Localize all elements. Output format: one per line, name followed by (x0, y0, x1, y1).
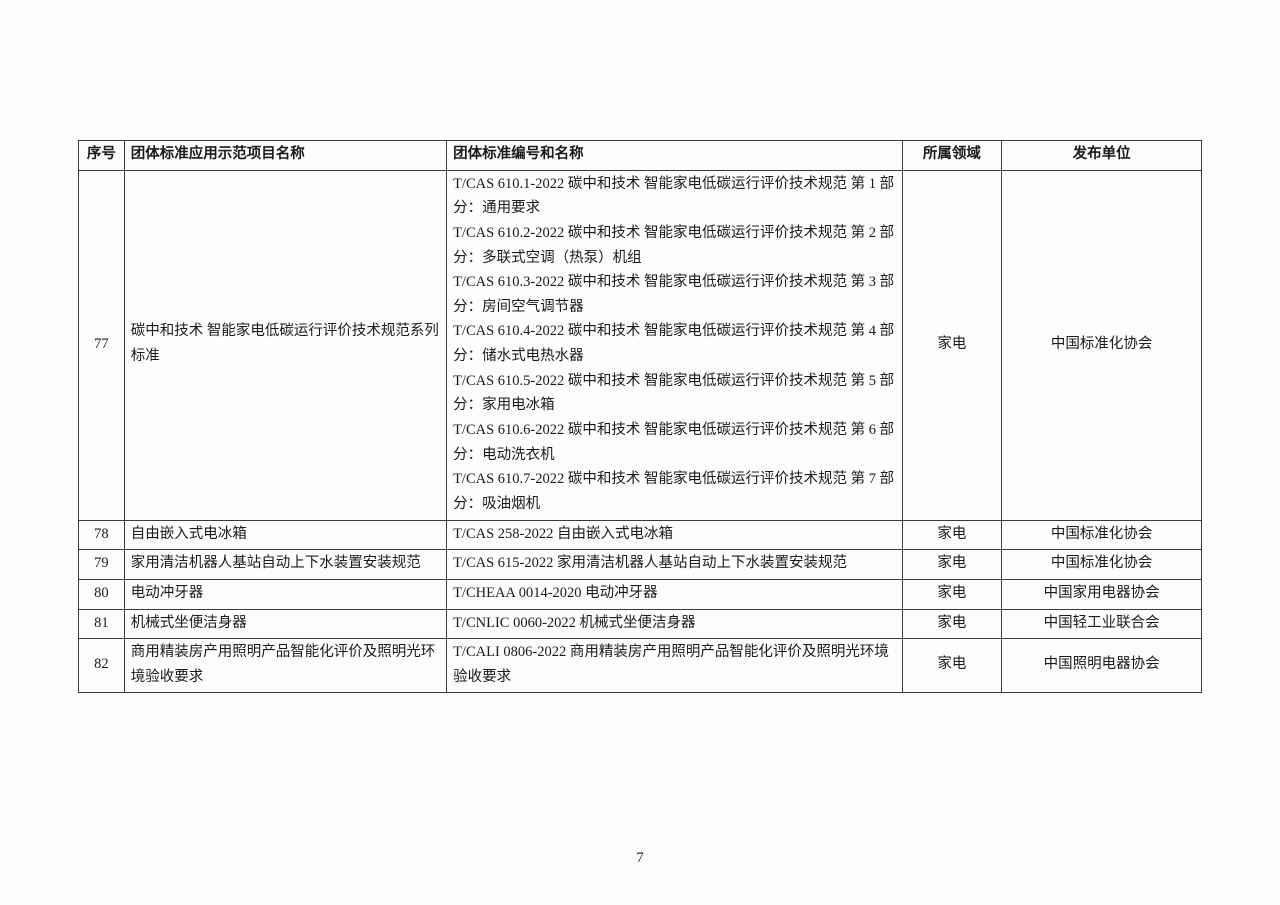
cell-code: T/CAS 610.1-2022 碳中和技术 智能家电低碳运行评价技术规范 第 … (447, 170, 902, 520)
cell-field: 家电 (902, 609, 1002, 639)
header-publisher: 发布单位 (1002, 141, 1202, 171)
cell-name: 自由嵌入式电冰箱 (124, 520, 446, 550)
cell-name: 商用精装房产用照明产品智能化评价及照明光环境验收要求 (124, 639, 446, 693)
cell-name: 家用清洁机器人基站自动上下水装置安装规范 (124, 550, 446, 580)
cell-num: 82 (79, 639, 125, 693)
cell-field: 家电 (902, 550, 1002, 580)
cell-field: 家电 (902, 579, 1002, 609)
table-row: 82 商用精装房产用照明产品智能化评价及照明光环境验收要求 T/CALI 080… (79, 639, 1202, 693)
cell-publisher: 中国标准化协会 (1002, 520, 1202, 550)
cell-publisher: 中国轻工业联合会 (1002, 609, 1202, 639)
document-page: 序号 团体标准应用示范项目名称 团体标准编号和名称 所属领域 发布单位 77 碳… (0, 0, 1280, 905)
cell-code: T/CALI 0806-2022 商用精装房产用照明产品智能化评价及照明光环境验… (447, 639, 902, 693)
cell-code: T/CNLIC 0060-2022 机械式坐便洁身器 (447, 609, 902, 639)
cell-name: 电动冲牙器 (124, 579, 446, 609)
cell-code: T/CHEAA 0014-2020 电动冲牙器 (447, 579, 902, 609)
cell-num: 79 (79, 550, 125, 580)
header-code: 团体标准编号和名称 (447, 141, 902, 171)
cell-field: 家电 (902, 639, 1002, 693)
table-row: 79 家用清洁机器人基站自动上下水装置安装规范 T/CAS 615-2022 家… (79, 550, 1202, 580)
cell-num: 77 (79, 170, 125, 520)
table-row: 80 电动冲牙器 T/CHEAA 0014-2020 电动冲牙器 家电 中国家用… (79, 579, 1202, 609)
cell-publisher: 中国标准化协会 (1002, 170, 1202, 520)
cell-name: 机械式坐便洁身器 (124, 609, 446, 639)
cell-publisher: 中国标准化协会 (1002, 550, 1202, 580)
cell-num: 80 (79, 579, 125, 609)
cell-code: T/CAS 258-2022 自由嵌入式电冰箱 (447, 520, 902, 550)
cell-field: 家电 (902, 520, 1002, 550)
cell-publisher: 中国家用电器协会 (1002, 579, 1202, 609)
cell-field: 家电 (902, 170, 1002, 520)
table-row: 77 碳中和技术 智能家电低碳运行评价技术规范系列标准 T/CAS 610.1-… (79, 170, 1202, 520)
cell-code: T/CAS 615-2022 家用清洁机器人基站自动上下水装置安装规范 (447, 550, 902, 580)
header-num: 序号 (79, 141, 125, 171)
standards-table: 序号 团体标准应用示范项目名称 团体标准编号和名称 所属领域 发布单位 77 碳… (78, 140, 1202, 693)
table-header-row: 序号 团体标准应用示范项目名称 团体标准编号和名称 所属领域 发布单位 (79, 141, 1202, 171)
cell-num: 81 (79, 609, 125, 639)
cell-name: 碳中和技术 智能家电低碳运行评价技术规范系列标准 (124, 170, 446, 520)
table-row: 81 机械式坐便洁身器 T/CNLIC 0060-2022 机械式坐便洁身器 家… (79, 609, 1202, 639)
header-name: 团体标准应用示范项目名称 (124, 141, 446, 171)
page-number: 7 (0, 850, 1280, 867)
cell-publisher: 中国照明电器协会 (1002, 639, 1202, 693)
header-field: 所属领域 (902, 141, 1002, 171)
cell-num: 78 (79, 520, 125, 550)
table-row: 78 自由嵌入式电冰箱 T/CAS 258-2022 自由嵌入式电冰箱 家电 中… (79, 520, 1202, 550)
